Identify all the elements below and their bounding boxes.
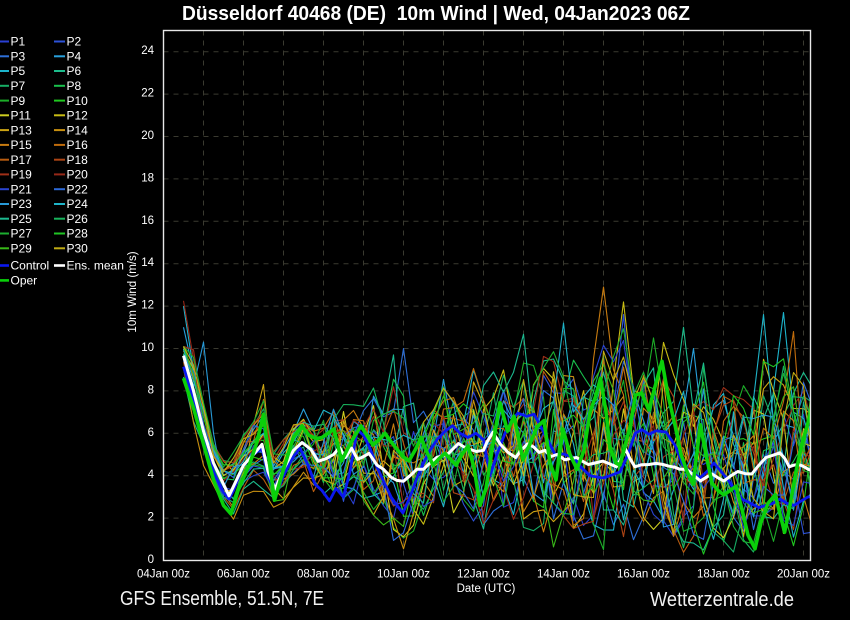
svg-text:P6: P6 [67,64,82,78]
svg-text:10Jan 00z: 10Jan 00z [377,569,430,581]
svg-text:GFS Ensemble, 51.5N, 7E: GFS Ensemble, 51.5N, 7E [120,588,324,610]
svg-text:P25: P25 [11,212,33,226]
svg-text:P23: P23 [11,197,33,211]
svg-text:Oper: Oper [11,274,38,288]
svg-text:16Jan 00z: 16Jan 00z [617,569,670,581]
svg-text:Date (UTC): Date (UTC) [457,583,516,595]
svg-text:14: 14 [141,257,154,269]
svg-text:Control: Control [11,259,50,273]
svg-text:P9: P9 [11,94,26,108]
svg-text:P17: P17 [11,153,33,167]
svg-text:P28: P28 [67,227,89,241]
svg-text:20: 20 [141,130,154,142]
svg-text:06Jan 00z: 06Jan 00z [217,569,270,581]
svg-text:P4: P4 [67,50,82,64]
svg-text:P12: P12 [67,109,89,123]
svg-text:P14: P14 [67,123,89,137]
svg-text:P27: P27 [11,227,33,241]
svg-text:P18: P18 [67,153,89,167]
svg-text:P5: P5 [11,64,26,78]
svg-text:P16: P16 [67,138,89,152]
svg-text:12: 12 [141,300,154,312]
svg-text:P15: P15 [11,138,33,152]
svg-text:18: 18 [141,172,154,184]
svg-text:04Jan 00z: 04Jan 00z [137,569,190,581]
svg-text:24: 24 [141,45,154,57]
svg-text:P7: P7 [11,79,26,93]
svg-text:Düsseldorf 40468 (DE) 10m Win: Düsseldorf 40468 (DE) 10m Wind | Wed, 04… [182,3,690,25]
svg-text:10m Wind (m/s): 10m Wind (m/s) [127,251,139,332]
svg-text:P1: P1 [11,35,26,49]
svg-text:P2: P2 [67,35,82,49]
svg-text:8: 8 [148,384,154,396]
svg-text:22: 22 [141,88,154,100]
svg-text:P8: P8 [67,79,82,93]
svg-text:Wetterzentrale.de: Wetterzentrale.de [650,589,794,611]
svg-text:P10: P10 [67,94,89,108]
svg-text:P3: P3 [11,50,26,64]
svg-text:Ens. mean: Ens. mean [67,259,124,273]
svg-text:12Jan 00z: 12Jan 00z [457,569,510,581]
svg-text:P26: P26 [67,212,89,226]
svg-text:20Jan 00z: 20Jan 00z [777,569,830,581]
svg-text:10: 10 [141,342,154,354]
svg-text:18Jan 00z: 18Jan 00z [697,569,750,581]
svg-text:4: 4 [148,469,155,481]
svg-text:08Jan 00z: 08Jan 00z [297,569,350,581]
svg-text:P13: P13 [11,123,33,137]
svg-text:16: 16 [141,215,154,227]
svg-text:P20: P20 [67,168,89,182]
svg-text:P29: P29 [11,242,33,256]
svg-text:P22: P22 [67,182,89,196]
svg-text:6: 6 [148,427,154,439]
svg-text:P19: P19 [11,168,33,182]
svg-text:P30: P30 [67,242,89,256]
svg-text:0: 0 [148,554,154,566]
svg-text:P21: P21 [11,182,33,196]
svg-text:2: 2 [148,512,154,524]
svg-text:P24: P24 [67,197,89,211]
svg-text:14Jan 00z: 14Jan 00z [537,569,590,581]
svg-text:P11: P11 [11,109,32,123]
